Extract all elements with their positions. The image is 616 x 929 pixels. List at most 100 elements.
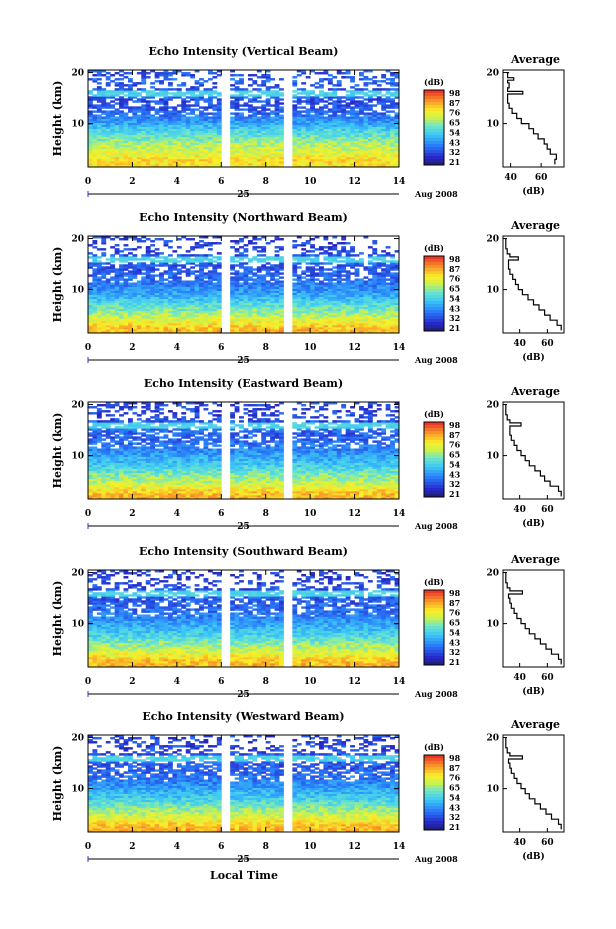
- heatmap-cell: [390, 154, 395, 158]
- heatmap-cell: [114, 300, 120, 304]
- heatmap-cell: [230, 142, 236, 146]
- heatmap-cell: [110, 134, 116, 138]
- heatmap-cell: [150, 92, 156, 95]
- heatmap-cell: [345, 140, 351, 144]
- heatmap-cell: [185, 292, 191, 295]
- heatmap-cell: [207, 106, 213, 109]
- heatmap-cell: [199, 322, 204, 326]
- heatmap-cell: [114, 268, 120, 271]
- heatmap-cell: [127, 312, 133, 316]
- heatmap-cell: [136, 292, 142, 295]
- heatmap-cell: [247, 122, 253, 125]
- heatmap-cell: [252, 124, 258, 127]
- heatmap-cell: [194, 302, 200, 306]
- heatmap-cell: [167, 156, 173, 160]
- heatmap-cell: [96, 110, 102, 113]
- heatmap-cell: [247, 134, 253, 138]
- heatmap-cell: [394, 102, 400, 105]
- heatmap-cell: [127, 298, 133, 302]
- heatmap-cell: [230, 140, 236, 144]
- heatmap-cell: [296, 112, 302, 115]
- heatmap-cell: [123, 306, 129, 310]
- heatmap-cell: [110, 266, 116, 269]
- heatmap-cell: [256, 246, 262, 249]
- heatmap-cell: [114, 248, 120, 251]
- heatmap-cell: [114, 154, 120, 158]
- heatmap-cell: [123, 236, 129, 239]
- heatmap-cell: [159, 122, 164, 125]
- heatmap-cell: [359, 160, 364, 164]
- heatmap-cell: [181, 144, 187, 148]
- heatmap-cell: [176, 70, 182, 73]
- heatmap-cell: [354, 102, 360, 105]
- heatmap-cell: [132, 274, 138, 277]
- heatmap-cell: [96, 90, 102, 93]
- heatmap-cell: [390, 78, 395, 81]
- heatmap-cell: [199, 116, 204, 119]
- heatmap-cell: [323, 110, 329, 113]
- heatmap-cell: [167, 280, 173, 283]
- heatmap-cell: [132, 142, 138, 146]
- heatmap-cell: [359, 116, 364, 119]
- heatmap-cell: [305, 76, 311, 79]
- heatmap-cell: [185, 74, 191, 77]
- heatmap-cell: [114, 310, 120, 314]
- heatmap-cell: [110, 282, 116, 285]
- heatmap-cell: [163, 116, 169, 119]
- heatmap-cell: [265, 138, 271, 142]
- heatmap-cell: [123, 84, 129, 87]
- heatmap-cell: [234, 138, 240, 142]
- heatmap-cell: [305, 90, 311, 93]
- average-x-tick-label: 60: [535, 173, 548, 183]
- heatmap-cell: [132, 290, 138, 293]
- heatmap-cell: [127, 118, 133, 121]
- heatmap-cell: [363, 140, 369, 144]
- heatmap-cell: [314, 98, 320, 101]
- heatmap-cell: [385, 140, 391, 144]
- heatmap-cell: [105, 146, 111, 150]
- heatmap-cell: [336, 250, 342, 253]
- heatmap-cell: [376, 130, 382, 134]
- heatmap-cell: [185, 160, 191, 164]
- heatmap-cell: [345, 138, 351, 142]
- heatmap-cell: [234, 154, 240, 158]
- heatmap-cell: [270, 130, 275, 134]
- heatmap-cell: [199, 328, 204, 332]
- heatmap-cell: [305, 150, 311, 154]
- heatmap-cell: [336, 110, 342, 113]
- heatmap-cell: [247, 108, 253, 111]
- heatmap-cell: [305, 254, 311, 257]
- heatmap-cell: [212, 274, 218, 277]
- colorbar-swatch: [424, 129, 444, 133]
- heatmap-cell: [376, 116, 382, 119]
- heatmap-cell: [119, 238, 124, 241]
- heatmap-cell: [172, 302, 178, 306]
- heatmap-cell: [105, 322, 111, 326]
- heatmap-cell: [110, 316, 116, 320]
- heatmap-cell: [199, 310, 204, 314]
- heatmap-cell: [252, 156, 258, 160]
- heatmap-cell: [185, 288, 191, 291]
- heatmap-cell: [372, 240, 378, 243]
- heatmap-cell: [274, 138, 280, 142]
- heatmap-cell: [101, 276, 107, 279]
- heatmap-cell: [310, 92, 315, 95]
- heatmap-cell: [301, 128, 307, 132]
- heatmap-cell: [296, 128, 302, 132]
- heatmap-cell: [305, 138, 311, 142]
- heatmap-cell: [354, 140, 360, 144]
- heatmap-cell: [150, 94, 156, 97]
- heatmap-cell: [230, 160, 236, 164]
- heatmap-cell: [127, 98, 133, 101]
- heatmap-cell: [181, 266, 187, 269]
- heatmap-cell: [101, 272, 107, 275]
- heatmap-cell: [212, 268, 218, 271]
- heatmap-cell: [203, 300, 209, 304]
- heatmap-cell: [145, 288, 151, 291]
- heatmap-cell: [363, 158, 369, 162]
- heatmap-cell: [119, 254, 124, 257]
- colorbar-tick-label: 87: [449, 98, 460, 108]
- heatmap-cell: [296, 122, 302, 125]
- heatmap-cell: [314, 148, 320, 152]
- heatmap-cell: [159, 314, 164, 318]
